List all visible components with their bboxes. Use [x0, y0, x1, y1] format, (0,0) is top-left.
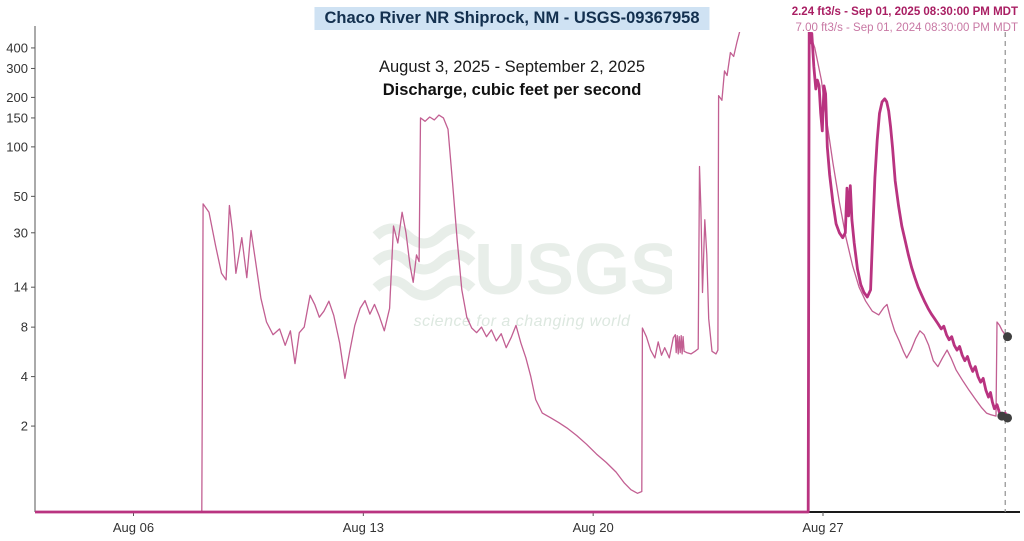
y-tick-label: 4 — [21, 369, 28, 384]
y-tick-label: 14 — [14, 280, 28, 295]
current-discharge-line[interactable] — [35, 29, 1009, 514]
y-tick-label: 8 — [21, 320, 28, 335]
legend: 2.24 ft3/s - Sep 01, 2025 08:30:00 PM MD… — [792, 4, 1018, 36]
x-tick-label: Aug 27 — [802, 520, 843, 535]
y-axis-title: Discharge, cubic feet per second — [382, 81, 642, 99]
chart-title: Chaco River NR Shiprock, NM - USGS-09367… — [314, 7, 710, 30]
y-tick-label: 100 — [6, 139, 28, 154]
y-tick-label: 400 — [6, 40, 28, 55]
y-tick-label: 300 — [6, 61, 28, 76]
latest-measurement-dot[interactable] — [1003, 413, 1013, 423]
y-tick-label: 2 — [21, 419, 28, 434]
legend-previous-value: 7.00 ft3/s - Sep 01, 2024 08:30:00 PM MD… — [795, 22, 1018, 34]
y-tick-label: 150 — [6, 110, 28, 125]
x-tick-label: Aug 13 — [343, 520, 384, 535]
prior-year-discharge-line[interactable] — [35, 19, 1008, 513]
x-tick-label: Aug 20 — [573, 520, 614, 535]
y-tick-label: 30 — [14, 225, 28, 240]
legend-current-value: 2.24 ft3/s - Sep 01, 2025 08:30:00 PM MD… — [791, 6, 1018, 18]
x-tick-label: Aug 06 — [113, 520, 154, 535]
y-tick-label: 50 — [14, 189, 28, 204]
latest-measurement-dot[interactable] — [1003, 332, 1013, 342]
date-range-label: August 3, 2025 - September 2, 2025 — [378, 58, 645, 76]
y-tick-label: 200 — [6, 90, 28, 105]
